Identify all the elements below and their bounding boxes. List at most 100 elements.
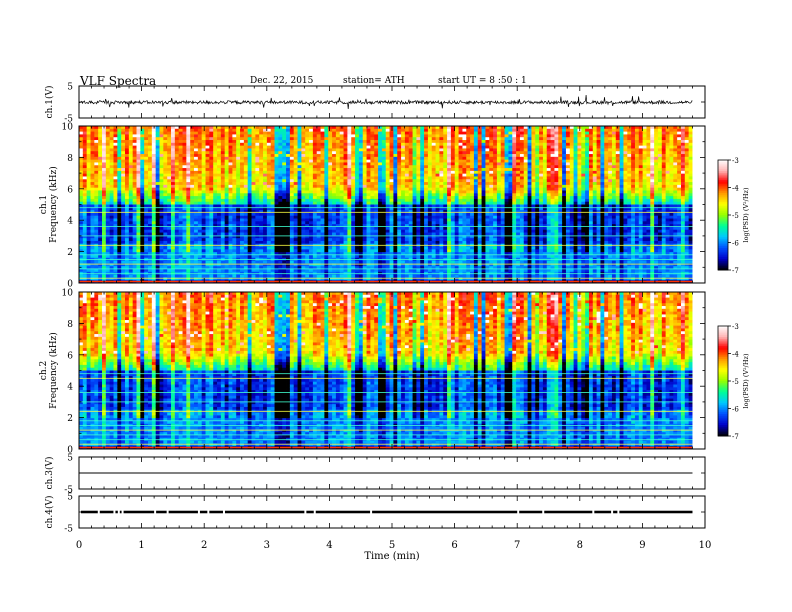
spectrogram-cell [355, 235, 360, 239]
spectrogram-cell [358, 126, 364, 130]
spectrogram-cell [213, 238, 218, 242]
spectrogram-cell [155, 210, 160, 214]
spectrogram-cell [109, 198, 114, 203]
spectrogram-cell [243, 187, 249, 191]
spectrogram-cell [335, 224, 341, 228]
spectrogram-cell [393, 137, 398, 141]
spectrogram-cell [316, 173, 321, 177]
spectrogram-cell [140, 176, 145, 180]
spectrogram-cell [197, 254, 203, 259]
spectrogram-cell [297, 187, 302, 191]
spectrogram-cell [194, 179, 199, 183]
spectrogram-cell [393, 260, 398, 264]
spectrogram-cell [151, 215, 157, 219]
spectrogram-cell [121, 263, 126, 267]
spectrogram-cell [117, 252, 122, 256]
spectrogram-cell [339, 226, 344, 231]
spectrogram-cell [286, 221, 291, 225]
spectrogram-cell [178, 142, 183, 147]
spectrogram-cell [263, 182, 268, 186]
spectrogram-cell [224, 145, 229, 149]
spectrogram-cell [301, 232, 306, 236]
spectrogram-cell [128, 212, 134, 217]
spectrogram-cell [224, 159, 229, 163]
spectrogram-cell [266, 193, 272, 197]
spectrogram-cell [217, 238, 222, 242]
spectrogram-cell [404, 207, 410, 211]
spectrogram-cell [217, 184, 222, 189]
spectrogram-cell [263, 238, 268, 242]
spectrogram-cell [397, 224, 402, 228]
spectrogram-cell [378, 165, 383, 169]
spectrogram-cell [309, 193, 314, 197]
spectrogram-cell [243, 263, 249, 267]
spectrogram-cell [232, 179, 237, 183]
spectrogram-cell [247, 193, 252, 197]
spectrogram-cell [397, 179, 402, 183]
spectrogram-cell [125, 190, 130, 194]
spectrogram-cell [186, 218, 191, 222]
spectrogram-cell [79, 246, 84, 250]
spectrogram-cell [328, 254, 333, 259]
spectrogram-cell [312, 260, 318, 264]
spectrogram-cell [286, 184, 291, 189]
spectrogram-cell [171, 277, 176, 281]
spectrogram-cell [186, 232, 191, 236]
spectrogram-cell [270, 254, 275, 259]
spectrogram-cell [401, 226, 406, 231]
spectrogram-cell [132, 246, 137, 250]
spectrogram-cell [328, 165, 333, 169]
spectrogram-cell [404, 246, 410, 250]
spectrogram-cell [171, 142, 176, 147]
spectrogram-cell [351, 137, 356, 141]
spectrogram-cell [171, 179, 176, 183]
spectrogram-cell [240, 277, 245, 281]
spectrogram-cell [82, 187, 88, 191]
spectrogram-cell [90, 154, 95, 158]
spectrogram-cell [289, 260, 295, 264]
spectrogram-cell [109, 148, 114, 152]
spectrogram-cell [178, 274, 183, 278]
spectrogram-cell [186, 221, 191, 225]
spectrogram-cell [247, 246, 252, 250]
spectrogram-cell [362, 154, 367, 158]
spectrogram-cell [163, 221, 168, 225]
spectrogram-cell [128, 229, 134, 233]
spectrogram-cell [86, 187, 91, 191]
spectrogram-cell [194, 246, 199, 250]
spectrogram-cell [366, 232, 371, 236]
spectrogram-cell [228, 246, 233, 250]
spectrogram-cell [213, 173, 218, 177]
spectrogram-cell [251, 193, 256, 197]
spectrogram-cell [263, 268, 268, 273]
spectrogram-cell [286, 274, 291, 278]
spectrogram-cell [105, 182, 111, 186]
spectrogram-cell [274, 154, 279, 158]
spectrogram-cell [255, 154, 260, 158]
spectrogram-cell [128, 221, 134, 225]
spectrogram-cell [240, 168, 245, 172]
spectrogram-cell [251, 156, 256, 161]
spectrogram-cell [236, 240, 241, 245]
spectrogram-cell [224, 218, 229, 222]
spectrogram-cell [151, 176, 157, 180]
spectrogram-cell [408, 204, 413, 208]
spectrogram-cell [320, 204, 325, 208]
spectrogram-cell [178, 221, 183, 225]
spectrogram-cell [109, 201, 114, 205]
spectrogram-cell [186, 156, 191, 161]
spectrogram-cell [82, 268, 88, 273]
spectrogram-cell [286, 226, 291, 231]
spectrogram-cell [408, 274, 413, 278]
spectrogram-cell [217, 162, 222, 166]
spectrogram-cell [140, 268, 145, 273]
spectrogram-cell [312, 268, 318, 273]
spectrogram-cell [113, 193, 118, 197]
spectrogram-cell [113, 238, 118, 242]
spectrogram-cell [412, 140, 417, 144]
spectrogram-cell [374, 184, 379, 189]
spectrogram-cell [182, 182, 187, 186]
spectrogram-cell [190, 134, 195, 138]
spectrogram-cell [159, 221, 164, 225]
spectrogram-cell [155, 168, 160, 172]
